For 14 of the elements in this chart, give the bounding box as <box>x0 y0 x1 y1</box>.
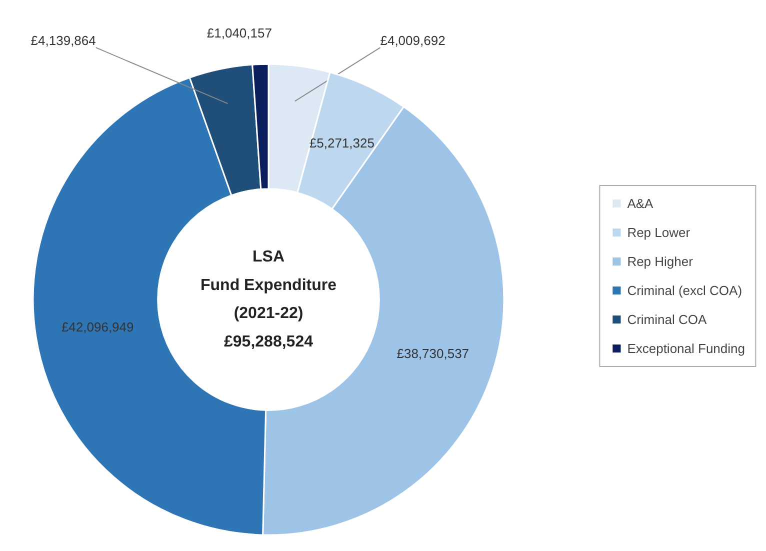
data-label: £1,040,157 <box>206 26 272 41</box>
legend-label: Criminal (excl COA) <box>627 282 742 298</box>
legend-label: Rep Higher <box>627 254 693 268</box>
data-label: £4,009,692 <box>380 33 446 48</box>
text: LSA Fund Expenditure (2021-22) <box>200 248 337 322</box>
data-label: £5,271,325 <box>309 135 374 150</box>
legend-label: Exceptional Funding <box>627 340 745 356</box>
data-label: £4,139,864 <box>30 33 96 48</box>
text: £95,288,524 <box>224 333 314 350</box>
legend-label: Rep Lower <box>627 224 690 240</box>
data-label: £38,730,537 <box>396 346 470 362</box>
legend-label: Criminal COA <box>627 312 707 326</box>
legend-label: A&A <box>627 196 654 210</box>
data-label: £42,096,949 <box>61 319 134 334</box>
